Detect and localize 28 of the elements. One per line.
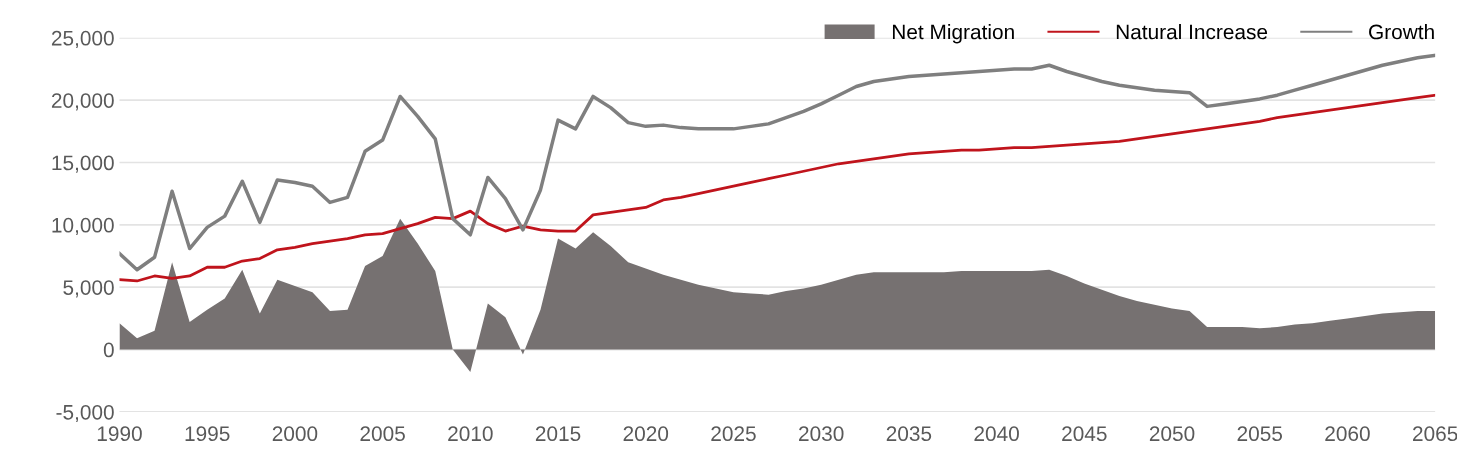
y-tick-label: 10,000 xyxy=(52,217,114,236)
x-tick-label: 2010 xyxy=(448,426,493,442)
x-tick-label: 2050 xyxy=(1149,426,1195,442)
x-tick-label: 2040 xyxy=(974,426,1019,442)
x-tick-label: 2065 xyxy=(1413,426,1457,442)
x-tick-label: 2020 xyxy=(623,426,669,442)
x-tick-label: 1990 xyxy=(97,426,142,442)
x-tick-label: 2015 xyxy=(535,426,581,442)
x-tick-label: 2025 xyxy=(711,426,756,442)
x-tick-label: 2035 xyxy=(886,426,932,442)
legend-label: Natural Increase xyxy=(1116,24,1268,40)
y-tick-label: 0 xyxy=(103,342,114,358)
y-tick-label: 5,000 xyxy=(63,280,114,298)
x-tick-label: 2060 xyxy=(1325,426,1370,442)
y-tick-label: 15,000 xyxy=(52,155,114,173)
y-tick-label: 20,000 xyxy=(51,93,114,111)
legend-label: Growth xyxy=(1369,24,1434,40)
line-series xyxy=(119,93,1436,283)
x-tick-label: 2045 xyxy=(1062,426,1107,442)
x-tick-label: 1995 xyxy=(185,426,230,442)
x-tick-label: 2055 xyxy=(1237,426,1283,442)
x-tick-label: 2030 xyxy=(799,426,844,442)
y-tick-label: 25,000 xyxy=(51,30,114,49)
legend-label: Net Migration xyxy=(892,24,1014,44)
y-tick-label: -5,000 xyxy=(56,404,114,423)
line-series xyxy=(119,53,1436,272)
x-tick-label: 2005 xyxy=(360,426,405,442)
x-tick-label: 2000 xyxy=(272,426,318,442)
